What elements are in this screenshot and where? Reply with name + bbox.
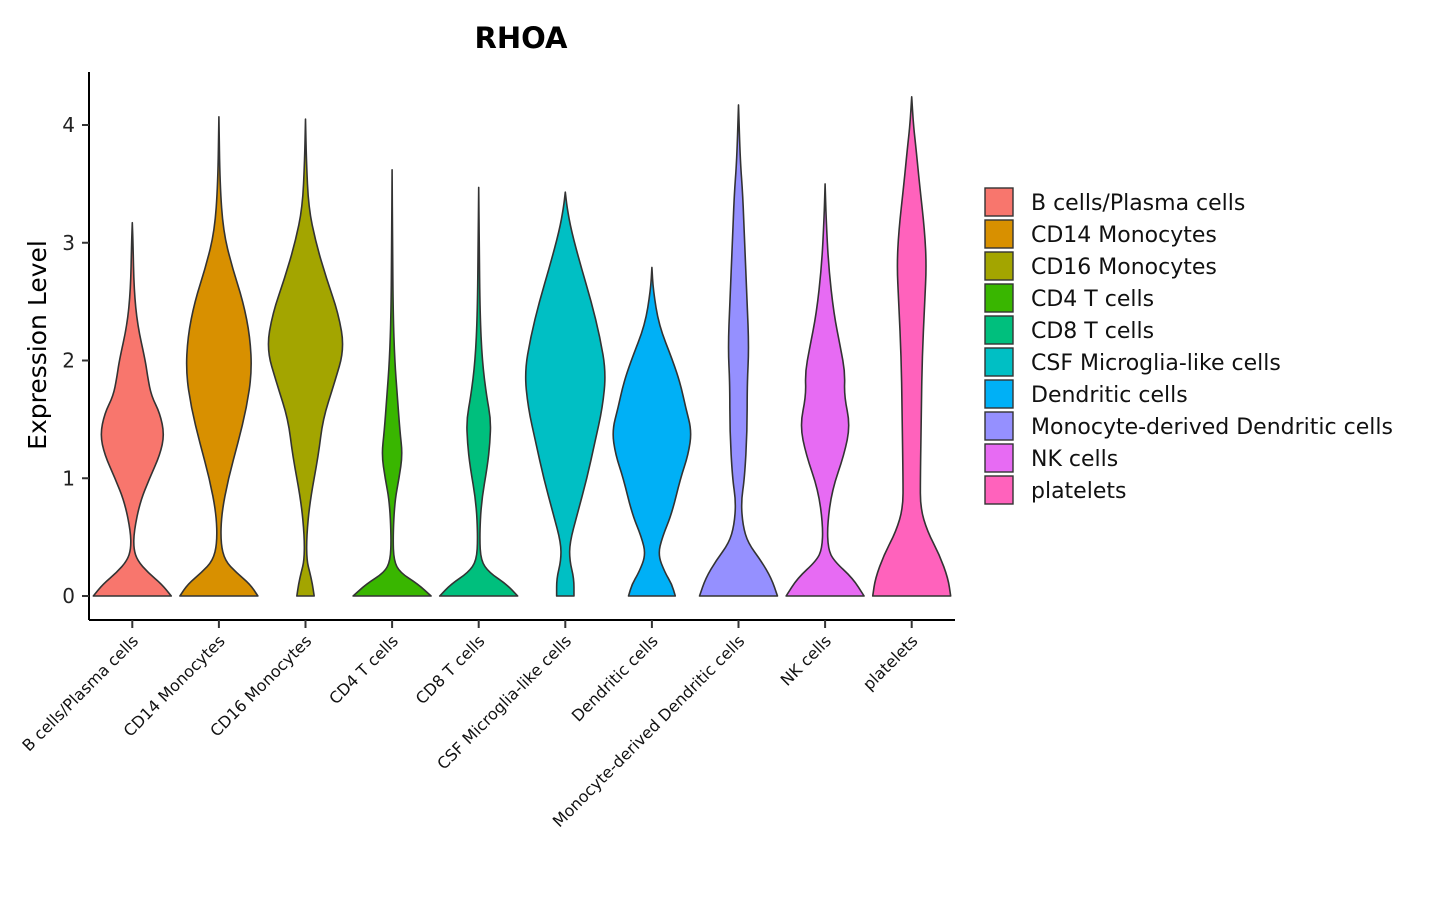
chart-title: RHOA (475, 21, 568, 55)
legend-key (984, 475, 1014, 505)
legend-key (984, 347, 1014, 377)
legend-label: CD4 T cells (1031, 287, 1154, 312)
violin-nk-cells (785, 183, 865, 597)
violin-monocyte-derived-dendritic-cells (698, 104, 779, 597)
x-tick-label: CD8 T cells (412, 631, 489, 708)
violin-cd14-monocytes (179, 115, 259, 597)
legend-label: NK cells (1031, 447, 1118, 472)
violin-csf-microglia-like-cells (524, 191, 606, 597)
legend-label: B cells/Plasma cells (1031, 191, 1245, 216)
y-tick-label: 1 (62, 466, 75, 490)
legend-label: Monocyte-derived Dendritic cells (1031, 415, 1393, 440)
violin-b-cells-plasma-cells (92, 221, 173, 597)
y-axis-label: Expression Level (23, 240, 52, 450)
legend-key (984, 251, 1014, 281)
violin-cd8-t-cells (438, 186, 519, 597)
violin-platelets (871, 95, 952, 597)
legend-key (984, 315, 1014, 345)
legend-label: CD14 Monocytes (1031, 223, 1217, 248)
legend-key (984, 379, 1014, 409)
x-tick-label: B cells/Plasma cells (18, 631, 142, 755)
legend-label: CSF Microglia-like cells (1031, 351, 1281, 376)
y-tick-label: 0 (62, 584, 75, 608)
legend-label: CD8 T cells (1031, 319, 1154, 344)
violin-cd16-monocytes (267, 118, 344, 597)
legend-key (984, 411, 1014, 441)
plot-area (92, 95, 952, 597)
x-tick-label: NK cells (777, 631, 835, 689)
legend-label: Dendritic cells (1031, 383, 1188, 408)
x-tick-label: Dendritic cells (568, 631, 662, 725)
legend-key (984, 283, 1014, 313)
y-tick-label: 4 (62, 113, 75, 137)
x-tick-label: CD4 T cells (325, 631, 402, 708)
legend-key (984, 443, 1014, 473)
y-tick-label: 2 (62, 349, 75, 373)
legend: B cells/Plasma cells CD14 Monocytes CD16 M… (984, 187, 1393, 505)
legend-key (984, 219, 1014, 249)
y-tick-label: 3 (62, 231, 75, 255)
legend-label: CD16 Monocytes (1031, 255, 1217, 280)
x-tick-label: platelets (859, 631, 922, 694)
violin-cd4-t-cells (352, 168, 432, 597)
violin-dendritic-cells (612, 266, 692, 597)
legend-label: platelets (1031, 479, 1126, 504)
x-tick-label: Monocyte-derived Dendritic cells (549, 631, 749, 831)
legend-key (984, 187, 1014, 217)
